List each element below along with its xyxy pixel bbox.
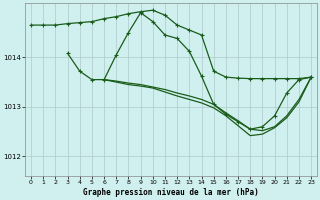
- X-axis label: Graphe pression niveau de la mer (hPa): Graphe pression niveau de la mer (hPa): [83, 188, 259, 197]
